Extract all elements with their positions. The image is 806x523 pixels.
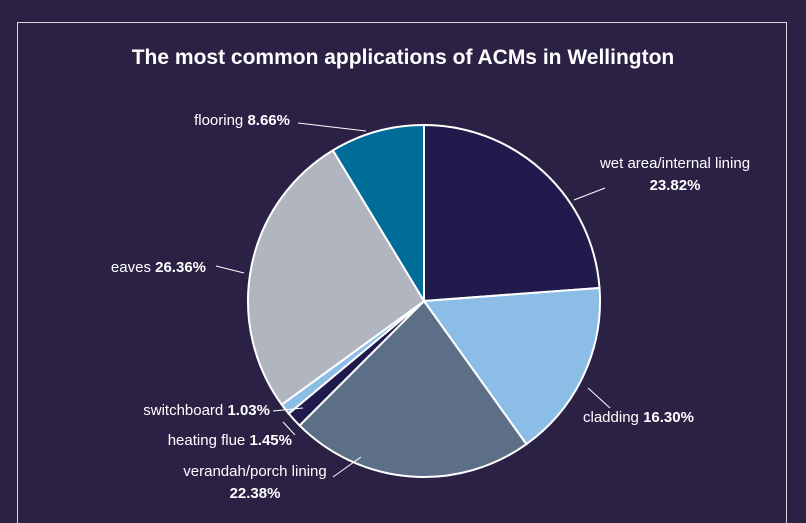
chart-title: The most common applications of ACMs in … (131, 46, 675, 69)
leader-line (282, 421, 296, 436)
leader-line (573, 187, 606, 201)
label-name: wet area/internal lining (599, 155, 751, 172)
pie-slice (247, 149, 426, 407)
label-name: verandah/porch lining (183, 463, 327, 480)
label-value: 16.30% (643, 409, 694, 426)
leader-line (332, 456, 362, 478)
slice-label: wet area/internal lining 23.82% (590, 153, 760, 197)
slice-label: verandah/porch lining 22.38% (175, 461, 335, 505)
label-value: 22.38% (229, 485, 281, 502)
slice-label: heating flue 1.45% (80, 430, 292, 452)
slice-label: cladding 16.30% (583, 407, 753, 429)
label-name: flooring (194, 112, 244, 129)
panel (17, 22, 787, 523)
label-value: 26.36% (155, 259, 206, 276)
slice-label: switchboard 1.03% (40, 400, 270, 422)
slice-label: eaves 26.36% (20, 257, 206, 279)
pie-slice (298, 299, 528, 478)
label-value: 1.45% (249, 432, 292, 449)
label-value: 8.66% (247, 112, 290, 129)
pie-slice (423, 123, 601, 303)
label-value: 1.03% (227, 402, 270, 419)
leader-line (272, 407, 304, 412)
leader-line (297, 122, 367, 132)
label-value: 23.82% (649, 177, 701, 194)
leader-line (587, 387, 611, 409)
pie-slice (422, 286, 601, 446)
label-name: cladding (583, 409, 639, 426)
label-name: switchboard (143, 402, 224, 419)
pie-slice (331, 123, 425, 305)
label-name: heating flue (167, 432, 246, 449)
label-name: eaves (110, 259, 151, 276)
leader-line (215, 265, 245, 274)
slice-label: flooring 8.66% (60, 110, 290, 132)
